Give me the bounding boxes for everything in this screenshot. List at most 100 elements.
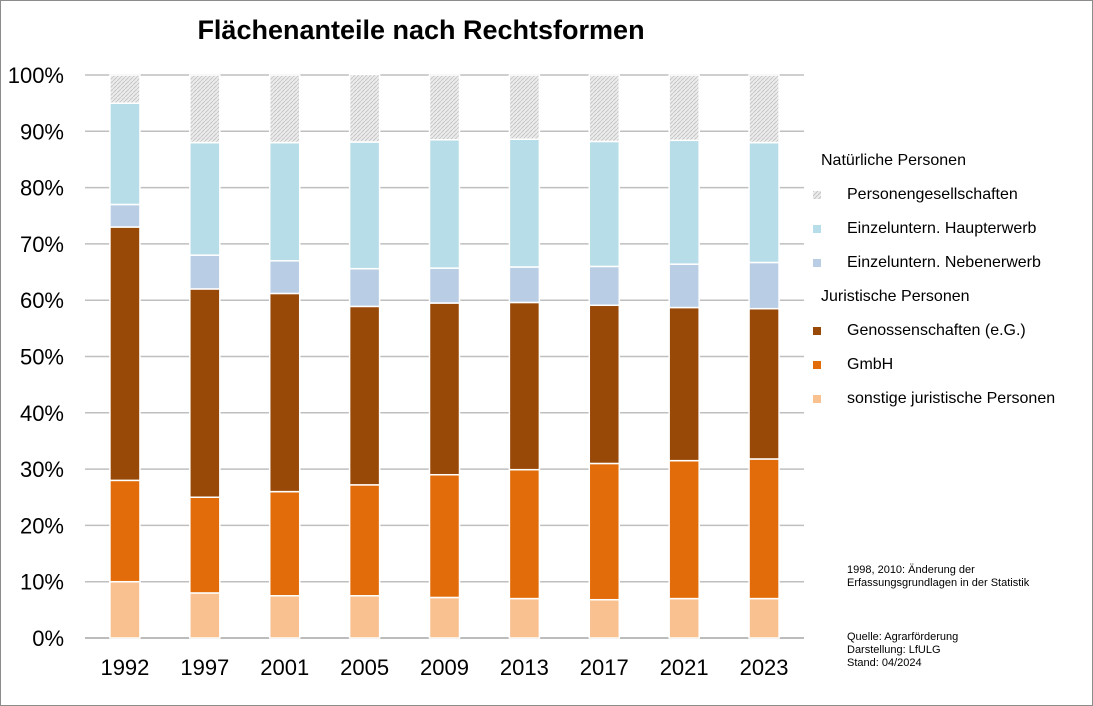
source-line: Quelle: Agrarförderung: [847, 631, 959, 643]
bar-segment: [189, 496, 221, 594]
bar-segment: [588, 304, 621, 465]
legend-item-sonstige: sonstige juristische Personen: [809, 387, 1093, 421]
bar-segment: [268, 490, 301, 597]
y-tick-label: 30%: [20, 457, 64, 482]
legend-label: sonstige juristische Personen: [847, 390, 1056, 407]
legend-label: Personengesellschaften: [847, 186, 1018, 203]
bar-segment: [268, 292, 301, 493]
bar-segment: [508, 301, 541, 471]
legend-swatch: [813, 327, 821, 335]
bar-segment: [109, 102, 141, 206]
y-tick-label: 40%: [20, 401, 64, 426]
y-tick-label: 50%: [20, 345, 64, 370]
bar-segment: [588, 462, 621, 601]
legend-swatch: [813, 361, 821, 369]
legend-item-nebenerwerb: Einzeluntern. Nebenerwerb: [809, 251, 1093, 285]
bar-segment: [588, 598, 621, 639]
bar-segment: [508, 597, 541, 639]
bar-segment: [268, 141, 301, 262]
bar-segment: [109, 203, 141, 228]
bars: [109, 73, 780, 639]
x-tick-label: 2009: [420, 655, 469, 680]
legend-group-juristic: Juristische Personen: [821, 288, 970, 305]
y-tick-label: 70%: [20, 232, 64, 257]
y-tick-label: 90%: [20, 119, 64, 144]
bar-segment: [189, 254, 221, 290]
y-axis-ticks: 0% 10% 20% 30% 40% 50% 60% 70% 80% 90% 100%: [8, 63, 64, 651]
legend-label: Einzeluntern. Nebenerwerb: [847, 254, 1041, 271]
x-tick-label: 2013: [500, 655, 549, 680]
bar-segment: [748, 597, 780, 639]
bar-segment: [348, 305, 381, 486]
x-tick-label: 2001: [260, 655, 309, 680]
bar-segment: [109, 580, 141, 639]
statistics-change-note: 1998, 2010: Änderung der Erfassungsgrund…: [847, 564, 1029, 590]
date-line: Stand: 04/2024: [847, 657, 922, 669]
bar-segment: [268, 260, 301, 295]
legend-label: Einzeluntern. Haupterwerb: [847, 220, 1037, 237]
y-tick-label: 100%: [8, 63, 64, 88]
x-tick-label: 1997: [180, 655, 229, 680]
legend-item-genossenschaften: Genossenschaften (e.G.): [809, 319, 1093, 353]
bar-segment: [109, 226, 141, 482]
bar-segment: [668, 139, 700, 265]
bar-segment: [428, 596, 461, 639]
bar-segment: [748, 141, 780, 264]
bar-segment: [109, 74, 141, 104]
x-tick-label: 2023: [740, 655, 789, 680]
bar-segment: [668, 597, 700, 639]
legend-label: Genossenschaften (e.G.): [847, 322, 1026, 339]
x-axis-ticks: 1992 1997 2001 2005 2009 2013 2017 2021 2023: [100, 655, 788, 680]
x-tick-label: 1992: [100, 655, 149, 680]
bar-segment: [748, 261, 780, 310]
bar-segment: [508, 266, 541, 304]
bar-segment: [668, 459, 700, 600]
bar-segment: [748, 307, 780, 460]
bar-segment: [268, 74, 301, 144]
bar-segment: [588, 74, 621, 143]
bar-segment: [428, 74, 461, 141]
x-tick-label: 2017: [580, 655, 629, 680]
bar-segment: [189, 74, 221, 144]
bar-segment: [428, 302, 461, 476]
legend-swatch: [813, 191, 821, 199]
y-tick-label: 0%: [32, 626, 64, 651]
bar-segment: [428, 267, 461, 304]
legend-swatch: [813, 225, 821, 233]
y-tick-label: 10%: [20, 570, 64, 595]
legend-label: GmbH: [847, 356, 894, 373]
bar-segment: [508, 74, 541, 140]
bar-segment: [508, 138, 541, 268]
note-line: 1998, 2010: Änderung der: [847, 564, 975, 576]
source-note: Quelle: Agrarförderung Darstellung: LfUL…: [847, 631, 958, 670]
bar-segment: [348, 484, 381, 597]
bar-segment: [428, 473, 461, 599]
bar-segment: [748, 74, 780, 144]
bar-segment: [348, 595, 381, 639]
chart-title: Flächenanteile nach Rechtsformen: [197, 15, 645, 45]
bar-segment: [189, 141, 221, 256]
bar-segment: [668, 263, 700, 309]
legend-swatch: [813, 259, 821, 267]
bar-segment: [428, 138, 461, 269]
bar-segment: [109, 479, 141, 583]
legend: Natürliche Personen Personengesellschaft…: [809, 149, 1093, 421]
legend-item-gmbh: GmbH: [809, 353, 1093, 387]
bar-segment: [348, 141, 381, 270]
note-line: Erfassungsgrundlagen in der Statistik: [847, 577, 1030, 589]
x-tick-label: 2021: [660, 655, 709, 680]
bar-segment: [668, 74, 700, 142]
y-tick-label: 20%: [20, 513, 64, 538]
bar-segment: [348, 73, 381, 143]
bar-segment: [268, 595, 301, 639]
bar-segment: [588, 140, 621, 268]
bar-segment: [348, 267, 381, 308]
bar-segment: [588, 265, 621, 307]
y-tick-label: 60%: [20, 288, 64, 313]
bar-segment: [748, 458, 780, 600]
bar-segment: [668, 306, 700, 462]
bar-segment: [189, 592, 221, 639]
bar-segment: [508, 468, 541, 600]
